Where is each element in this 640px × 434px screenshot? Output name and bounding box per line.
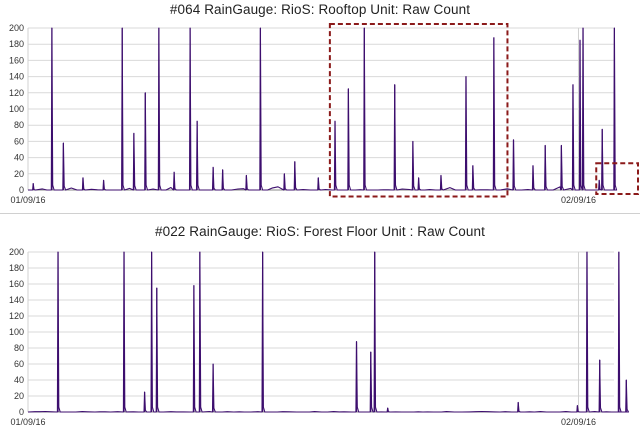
rooftop-y-tick-label-160: 160: [9, 55, 24, 65]
rooftop-y-tick-label-60: 60: [14, 136, 24, 146]
rooftop-y-tick-label-200: 200: [9, 23, 24, 33]
forest-floor-y-tick-label-100: 100: [9, 327, 24, 337]
rooftop-y-tick-label-40: 40: [14, 153, 24, 163]
forest-floor-y-tick-label-60: 60: [14, 359, 24, 369]
forest-floor-y-tick-label-20: 20: [14, 391, 24, 401]
forest-floor-y-tick-label-160: 160: [9, 279, 24, 289]
rooftop-highlight-box-0: [328, 22, 509, 198]
rooftop-y-tick-label-120: 120: [9, 88, 24, 98]
chart-title-rooftop: #064 RainGauge: RioS: Rooftop Unit: Raw …: [169, 2, 471, 17]
forest-floor-x-tick-label-0: 01/09/16: [10, 417, 45, 427]
forest-floor-y-tick-label-180: 180: [9, 263, 24, 273]
forest-floor-y-tick-label-200: 200: [9, 247, 24, 257]
chart-title-forest-floor: #022 RainGauge: RioS: Forest Floor Unit …: [154, 224, 485, 239]
rooftop-y-tick-label-0: 0: [19, 185, 24, 195]
forest-floor-y-tick-label-0: 0: [19, 407, 24, 417]
rooftop-y-tick-label-180: 180: [9, 39, 24, 49]
rooftop-x-tick-label-1: 02/09/16: [561, 195, 596, 205]
rooftop-y-tick-label-100: 100: [9, 104, 24, 114]
rooftop-y-tick-label-140: 140: [9, 72, 24, 82]
forest-floor-y-tick-label-40: 40: [14, 375, 24, 385]
rooftop-y-tick-label-20: 20: [14, 169, 24, 179]
forest-floor-y-tick-label-140: 140: [9, 295, 24, 305]
forest-floor-x-tick-label-1: 02/09/16: [561, 417, 596, 427]
rooftop-highlight-box-1: [595, 162, 640, 196]
rooftop-y-tick-label-80: 80: [14, 120, 24, 130]
forest-floor-y-tick-label-120: 120: [9, 311, 24, 321]
forest-floor-y-tick-label-80: 80: [14, 343, 24, 353]
rooftop-x-tick-label-0: 01/09/16: [10, 195, 45, 205]
